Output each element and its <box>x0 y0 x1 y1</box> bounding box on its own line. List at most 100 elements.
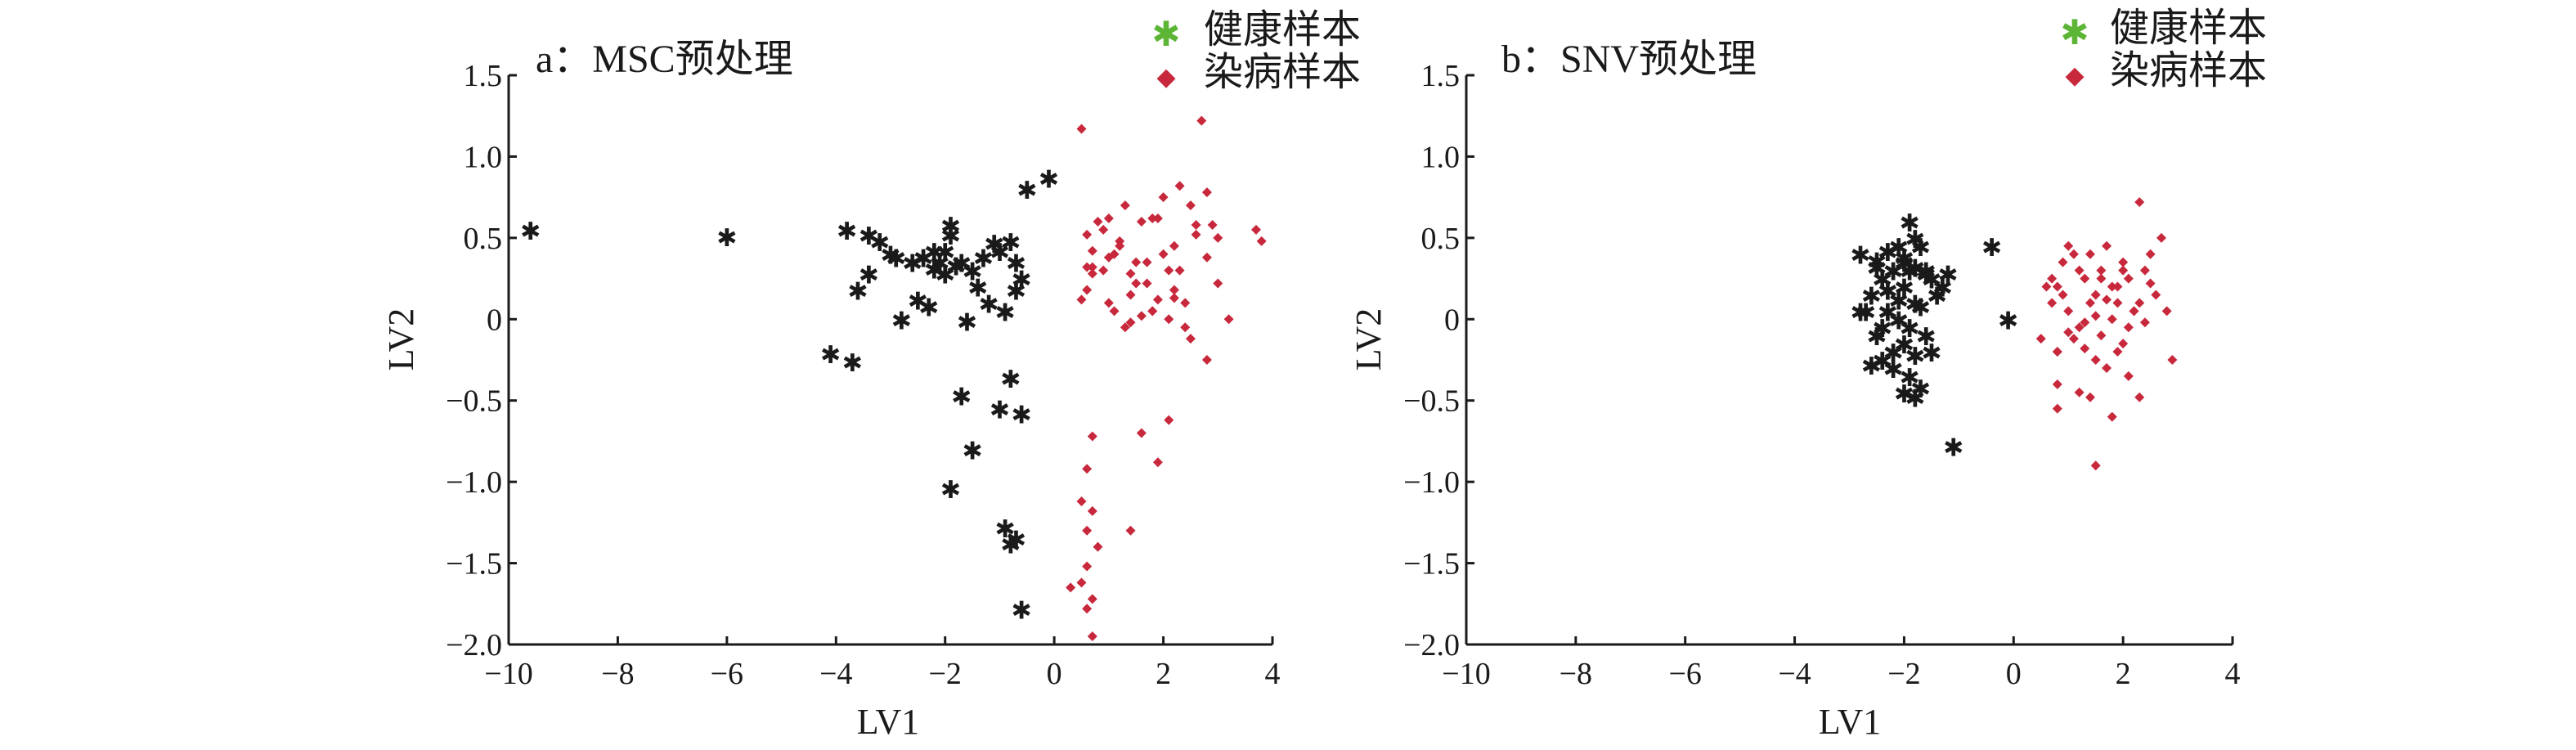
panel-a-healthy-point: ✱ <box>973 245 994 274</box>
panel-b-legend-diseased-label: 染病样本 <box>2110 49 2267 92</box>
panel-a-diseased-point <box>1087 431 1097 442</box>
panel-a-healthy-point: ✱ <box>1000 229 1021 258</box>
panel-a-diseased-point <box>1125 317 1136 328</box>
panel-b-diseased-point <box>2047 273 2058 284</box>
panel-b-x-tick-label: −10 <box>1442 657 1490 691</box>
panel-a-diseased-point <box>1152 213 1163 223</box>
panel-b-diseased-point <box>2123 371 2134 381</box>
panel-a-healthy-point: ✱ <box>869 229 890 258</box>
panel-b-diseased-point <box>2085 392 2095 402</box>
panel-a-healthy-point: ✱ <box>924 257 945 285</box>
panel-a-diseased-point <box>1087 262 1097 272</box>
panel-b-diseased-point <box>2035 334 2046 344</box>
panel-b-legend-diseased-marker: ◆ <box>2065 62 2084 89</box>
panel-a-diseased-point <box>1256 236 1267 246</box>
panel-a-y-tick-label: 1.0 <box>464 140 503 174</box>
panel-a-healthy-point: ✱ <box>940 222 961 251</box>
panel-a-x-tick-label: 4 <box>1265 657 1281 691</box>
panel-b-healthy-point: ✱ <box>1894 245 1914 274</box>
panel-b-healthy-point: ✱ <box>1883 339 1903 368</box>
panel-a-diseased-point <box>1087 505 1097 516</box>
panel-a-healthy-point: ✱ <box>1006 250 1026 279</box>
panel-a-diseased-point <box>1082 464 1093 474</box>
panel-a-diseased-point <box>1223 314 1234 325</box>
panel-a-legend-diseased-label: 染病样本 <box>1204 51 1361 94</box>
panel-a-healthy-point: ✱ <box>979 290 999 319</box>
panel-b-x-tick-label: −6 <box>1668 657 1701 691</box>
panel-b-diseased-point <box>2080 273 2090 284</box>
panel-b-diseased-point <box>2063 240 2074 251</box>
panel-b-y-tick-label: 1.0 <box>1421 140 1461 174</box>
panel-a-x-tick-label: −10 <box>484 657 532 691</box>
panel-a-healthy-point: ✱ <box>935 239 955 267</box>
panel-b-y-tick-label: −0.5 <box>1403 384 1460 419</box>
panel-a-diseased-point <box>1158 249 1169 259</box>
panel-b-x-tick-label: 2 <box>2116 657 2131 691</box>
panel-b-diseased-point <box>2107 314 2117 325</box>
panel-a-diseased-point <box>1185 334 1196 344</box>
panel-b-healthy-point: ✱ <box>1943 433 1963 462</box>
panel-b-healthy-point: ✱ <box>1905 226 1925 254</box>
panel-b-healthy-point: ✱ <box>1927 282 1947 311</box>
panel-a-diseased-point <box>1098 265 1109 276</box>
panel-b: b：SNV预处理 ✱ 健康样本 ◆ 染病样本 LV1 LV2 −10 −8 −6 −4… <box>1349 7 2267 742</box>
panel-a-diseased-point <box>1201 187 1212 198</box>
panel-b-x-tick-label: −8 <box>1560 657 1592 691</box>
panel-b-y-tick-label: −2.0 <box>1403 628 1460 662</box>
panel-b-diseased-point <box>2118 265 2129 276</box>
panel-b-diseased-point <box>2052 347 2062 357</box>
panel-b-healthy-point: ✱ <box>1883 258 1903 287</box>
panel-a-diseased-point <box>1207 219 1218 230</box>
panel-b-healthy-point: ✱ <box>1861 353 1882 381</box>
panel-a-title: a：MSC预处理 <box>536 38 793 81</box>
panel-a-healthy-point: ✱ <box>957 308 977 337</box>
panel-b-healthy-point: ✱ <box>1905 290 1925 319</box>
panel-b-diseased-point <box>2139 265 2150 276</box>
panel-b-healthy-point: ✱ <box>1932 275 1953 303</box>
panel-b-healthy-point: ✱ <box>1866 249 1887 277</box>
panel-b-healthy-point: ✱ <box>1856 299 1876 327</box>
panel-b-healthy-point: ✱ <box>1878 239 1898 267</box>
panel-b-healthy-point: ✱ <box>1921 339 1941 368</box>
panel-a-y-tick-label: 0 <box>487 303 502 337</box>
panel-a-diseased-point <box>1066 582 1076 593</box>
panel-a-diseased-point <box>1098 224 1109 235</box>
panel-a-healthy-point: ✱ <box>913 245 933 274</box>
panel-a-healthy-point: ✱ <box>1016 177 1037 205</box>
panel-a-healthy-point: ✱ <box>967 275 988 303</box>
panel-a-healthy-point: ✱ <box>929 250 949 279</box>
panel-a-healthy-point: ✱ <box>940 213 961 241</box>
panel-a-y-tick-label: 1.5 <box>464 59 503 93</box>
panel-a-healthy-point: ✱ <box>963 437 983 465</box>
panel-a-healthy-point: ✱ <box>1012 267 1032 295</box>
panel-b-diseased-point <box>2112 298 2123 308</box>
panel-a-healthy-point: ✱ <box>924 239 945 267</box>
panel-a-healthy-point: ✱ <box>945 254 966 282</box>
panel-a-y-axis-title: LV2 <box>381 308 421 371</box>
panel-b-healthy-point: ✱ <box>1998 307 2018 335</box>
panel-a-healthy-point: ✱ <box>984 231 1004 259</box>
panel-a-healthy-point: ✱ <box>847 277 868 306</box>
panel-b-diseased-point <box>2096 330 2107 341</box>
panel-a-diseased-point <box>1082 285 1093 295</box>
panel-b-healthy-point: ✱ <box>1916 323 1936 352</box>
panel-b-healthy-point: ✱ <box>1894 331 1914 360</box>
panel-b-diseased-point <box>2058 290 2068 300</box>
panel-b-healthy-point: ✱ <box>1981 234 2002 263</box>
panel-b-diseased-point <box>2112 281 2123 292</box>
panel-b-diseased-point <box>2090 290 2101 300</box>
panel-a-diseased-point <box>1169 285 1179 295</box>
panel-b-diseased-point <box>2085 249 2095 259</box>
panel-b-healthy-point: ✱ <box>1916 262 1936 290</box>
panel-a-healthy-point: ✱ <box>995 299 1016 327</box>
panel-a-diseased-point <box>1142 278 1152 289</box>
panel-a-diseased-point <box>1180 298 1191 308</box>
panel-a-diseased-point <box>1136 428 1147 438</box>
panel-b-healthy-point: ✱ <box>1888 287 1909 316</box>
panel-a-legend-healthy-marker: ✱ <box>1151 16 1180 54</box>
panel-b-healthy-point: ✱ <box>1878 299 1898 327</box>
panel-a-healthy-point: ✱ <box>902 250 922 279</box>
panel-b-y-tick-label: 0.5 <box>1421 222 1461 256</box>
panel-b-x-axis-title: LV1 <box>1819 702 1882 742</box>
